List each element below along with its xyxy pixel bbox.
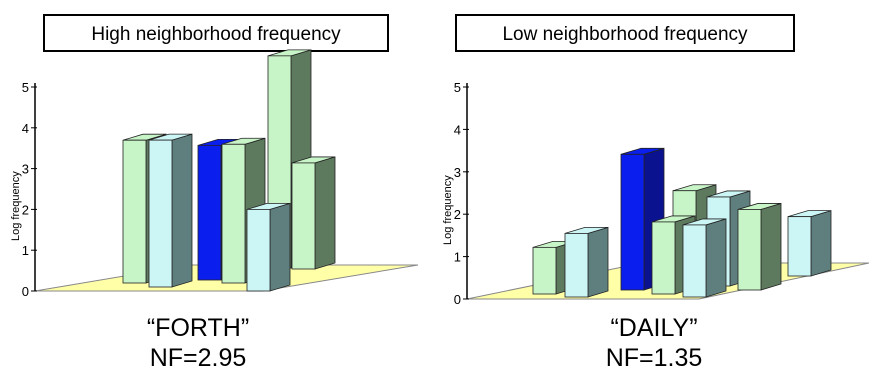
y-tick-label: 3 [22, 162, 29, 177]
bar [246, 202, 291, 292]
chart-title-left: High neighborhood frequency [43, 14, 389, 52]
bar [148, 133, 193, 288]
y-tick-label: 2 [454, 207, 461, 222]
y-tick-label: 1 [454, 250, 461, 265]
nf-label-right: NF=1.35 [605, 344, 703, 372]
y-tick-label: 0 [454, 292, 461, 307]
y-axis-label: Log frequency [442, 175, 454, 245]
nf-label-left: NF=2.95 [149, 344, 247, 372]
chart-panel-left: High neighborhood frequency 0 1 2 3 4 5 Log fr… [0, 0, 437, 376]
y-tick-label: 0 [22, 284, 29, 299]
chart-panel-right: Low neighborhood frequency 0 1 2 3 4 5 Log fre… [437, 0, 874, 376]
bar [737, 202, 782, 291]
bar [787, 210, 832, 277]
chart-title-right: Low neighborhood frequency [455, 14, 795, 52]
bar [564, 226, 609, 298]
word-label-left: “FORTH” [146, 314, 250, 342]
y-tick-label: 1 [22, 243, 29, 258]
word-label-right: “DAILY” [610, 314, 698, 342]
chart-right: 0 1 2 3 4 5 Log frequency [442, 80, 870, 307]
chart-left: 0 1 2 3 4 5 Log frequency [10, 49, 419, 299]
y-tick-label: 2 [22, 202, 29, 217]
bar [291, 156, 336, 270]
y-tick-label: 4 [454, 122, 461, 137]
y-axis-label: Log frequency [10, 171, 22, 241]
bar [682, 218, 727, 298]
y-tick-label: 5 [454, 80, 461, 95]
y-tick-label: 4 [22, 121, 29, 136]
y-tick-label: 5 [22, 80, 29, 95]
y-tick-label: 3 [454, 165, 461, 180]
